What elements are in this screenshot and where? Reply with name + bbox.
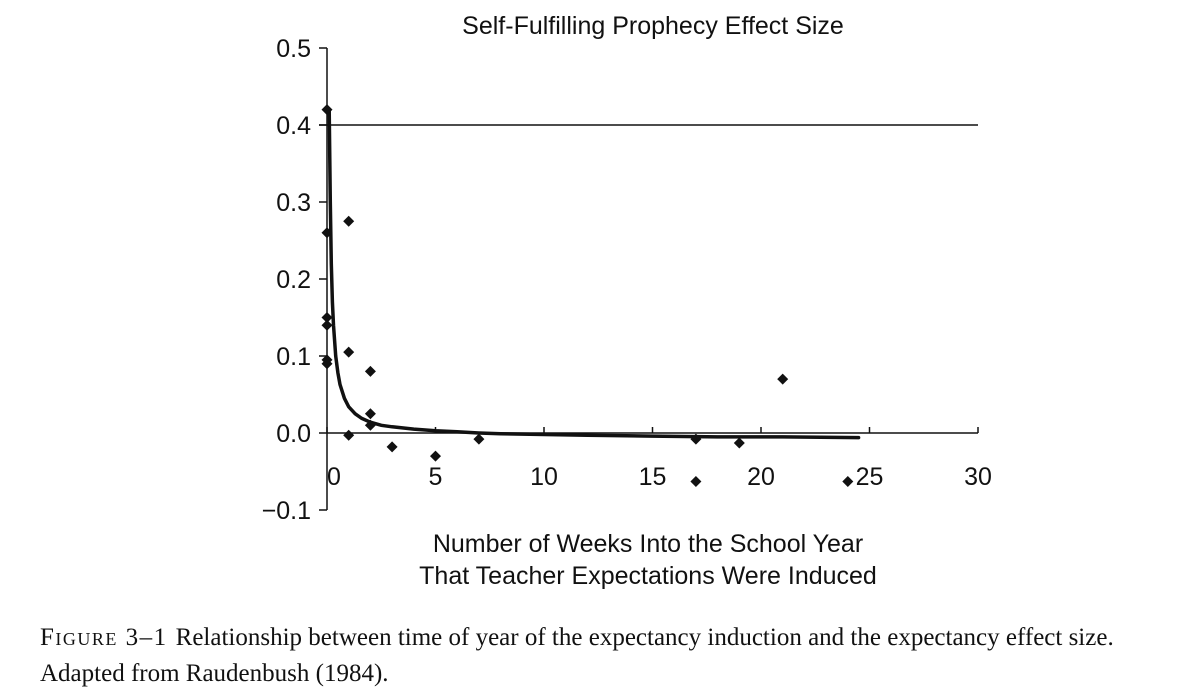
- x-axis-ticks: 0 5 10 15 20 25 30: [326, 427, 992, 491]
- data-point: [321, 312, 333, 323]
- data-point: [733, 437, 745, 449]
- data-point: [321, 104, 333, 116]
- chart-title: Self-Fulfilling Prophecy Effect Size: [462, 12, 844, 40]
- scatter-chart: Self-Fulfilling Prophecy Effect Size 0.5…: [262, 12, 992, 590]
- y-tick-label: 0.3: [276, 189, 311, 217]
- x-axis-label-line-2: That Teacher Expectations Were Induced: [419, 562, 877, 590]
- x-axis-label-line-1: Number of Weeks Into the School Year: [433, 530, 863, 558]
- y-tick-label: 0.2: [276, 266, 311, 294]
- data-point: [430, 450, 441, 462]
- y-axis-ticks: 0.5 0.4 0.3 0.2 0.1 0.0 −0.1: [262, 35, 327, 525]
- data-point: [321, 227, 333, 239]
- data-point: [364, 365, 376, 377]
- x-tick-label: 10: [530, 463, 558, 491]
- x-tick-label: 5: [429, 463, 443, 491]
- y-tick-label: 0.4: [276, 112, 311, 140]
- trend-curve: [327, 107, 861, 440]
- y-tick-label: 0.0: [276, 420, 311, 448]
- x-tick-label: 15: [639, 463, 667, 491]
- caption-text: Relationship between time of year of the…: [40, 624, 1114, 687]
- data-point: [690, 476, 702, 488]
- data-point: [343, 215, 355, 227]
- x-tick-label: 30: [964, 463, 992, 491]
- x-tick-label: 0: [327, 463, 341, 491]
- figure-caption: Figure 3–1 Relationship between time of y…: [40, 620, 1180, 692]
- data-point: [364, 419, 376, 431]
- x-tick-label: 20: [747, 463, 775, 491]
- data-point: [777, 373, 789, 385]
- data-point: [343, 346, 355, 358]
- y-tick-label: 0.5: [276, 35, 311, 63]
- y-tick-label: −0.1: [262, 497, 311, 525]
- data-point: [364, 408, 376, 420]
- data-point: [842, 476, 854, 488]
- y-tick-label: 0.1: [276, 343, 311, 371]
- x-tick-label: 25: [856, 463, 884, 491]
- caption-label: Figure 3–1: [40, 624, 168, 651]
- data-point: [321, 358, 333, 370]
- data-point: [690, 433, 702, 445]
- data-point: [343, 429, 355, 441]
- data-point: [321, 319, 333, 331]
- data-points: [321, 104, 854, 488]
- data-point: [473, 433, 485, 445]
- data-point: [386, 441, 398, 453]
